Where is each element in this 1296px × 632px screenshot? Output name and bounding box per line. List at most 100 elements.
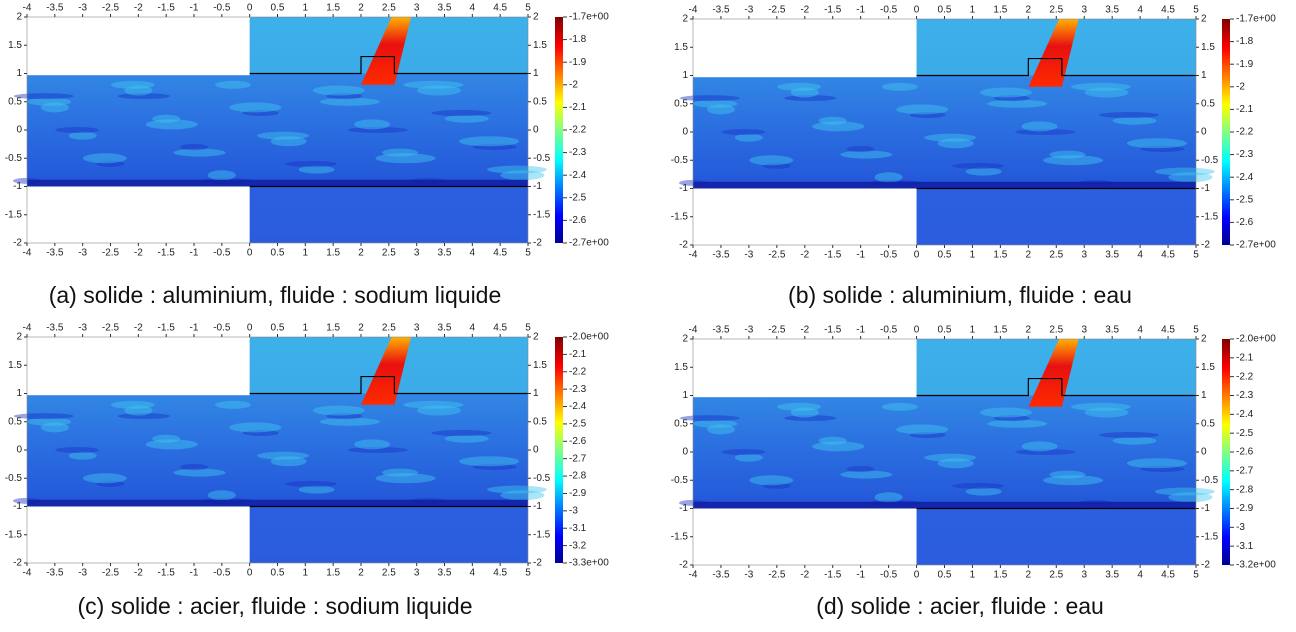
x-tick-label: 4 — [470, 248, 476, 259]
x-tick-label: -3 — [78, 568, 87, 579]
field-blob — [207, 170, 236, 181]
field-blob — [706, 424, 735, 435]
x-tick-label: -3 — [744, 325, 753, 336]
x-tick-label: -0.5 — [880, 250, 898, 261]
colorbar-tick-label: -3.1 — [1236, 541, 1254, 552]
y-tick-label: 0.5 — [8, 416, 22, 427]
x-tick-label: 2.5 — [1049, 325, 1063, 336]
field-blob — [881, 82, 918, 91]
field-blob — [679, 95, 740, 102]
y-tick-label: 1 — [533, 388, 539, 399]
x-tick-label: -1.5 — [824, 325, 842, 336]
field-blob — [381, 148, 418, 157]
x-tick-label: 1.5 — [326, 248, 340, 259]
y-tick-label: 1.5 — [8, 40, 22, 51]
field-blob — [924, 453, 977, 462]
y-tick-label: -0.5 — [671, 155, 689, 166]
beam — [1028, 339, 1079, 407]
field-blob — [152, 114, 181, 123]
field-blob — [500, 170, 545, 181]
x-tick-label: 3.5 — [438, 3, 452, 14]
x-tick-label: 1.5 — [993, 325, 1007, 336]
field-blob — [784, 95, 837, 102]
field-blob — [229, 422, 282, 433]
y-tick-label: -1.5 — [5, 209, 23, 220]
colorbar-tick-label: -2.5 — [569, 419, 587, 430]
y-tick-label: -1.5 — [5, 529, 23, 540]
field-blob — [1043, 475, 1104, 486]
colorbar-tick-label: -2.7 — [569, 453, 587, 464]
x-tick-label: 2.5 — [1049, 250, 1063, 261]
field-blob — [27, 97, 72, 106]
y-tick-label: -0.5 — [5, 153, 23, 164]
lower-region — [916, 188, 1196, 245]
field-blob — [173, 148, 226, 157]
x-tick-label: 0 — [247, 568, 253, 579]
field-blob — [298, 165, 335, 174]
colorbar-tick-label: -2.6 — [1236, 447, 1254, 458]
field-blob — [214, 80, 251, 89]
field-blob — [924, 133, 977, 142]
x-tick-label: 2.5 — [382, 248, 396, 259]
field-blob — [82, 153, 127, 164]
y-tick-label: -2 — [533, 558, 542, 569]
y-tick-label: 2 — [682, 334, 688, 345]
field-blob — [381, 468, 418, 477]
x-tick-label: 3.5 — [1105, 5, 1119, 16]
field-blob — [1154, 167, 1215, 176]
x-tick-label: -0.5 — [880, 5, 898, 16]
y-tick-label: 0.5 — [674, 98, 688, 109]
x-tick-label: 4.5 — [1161, 5, 1175, 16]
x-tick-label: 3 — [1081, 325, 1087, 336]
y-tick-label: 1.5 — [1201, 362, 1215, 373]
field-blob — [486, 165, 547, 174]
x-tick-label: 2 — [358, 3, 364, 14]
x-tick-label: 0.5 — [271, 568, 285, 579]
caption: (b) solide : aluminium, fluide : eau — [788, 282, 1132, 308]
field-blob — [13, 93, 74, 100]
interface-band — [693, 181, 1196, 189]
colorbar-tick-label: -2.1 — [1236, 352, 1254, 363]
field-blob — [319, 417, 380, 426]
x-tick-label: -3.5 — [712, 5, 730, 16]
x-tick-label: -2 — [134, 3, 143, 14]
x-tick-label: -0.5 — [213, 3, 231, 14]
x-tick-label: -3.5 — [46, 248, 64, 259]
field-blob — [242, 110, 279, 117]
field-blob — [846, 145, 875, 152]
colorbar-tick-label: -2.7e+00 — [569, 238, 609, 249]
y-tick-label: -0.5 — [1201, 155, 1219, 166]
y-tick-label: 1.5 — [8, 360, 22, 371]
y-tick-label: 2 — [1201, 334, 1207, 345]
x-tick-label: -4 — [689, 250, 698, 261]
outline — [249, 375, 528, 395]
colorbar-tick-label: -2.3 — [569, 147, 587, 158]
y-tick-label: 1 — [682, 390, 688, 401]
outline — [916, 57, 1196, 77]
y-tick-label: 1.5 — [674, 42, 688, 53]
field-blob — [987, 419, 1048, 428]
field-blob — [110, 400, 155, 409]
colorbar-tick-label: -2.7e+00 — [1236, 240, 1276, 251]
y-tick-label: 0 — [1201, 447, 1207, 458]
colorbar-tick-label: -2.0e+00 — [1236, 334, 1276, 345]
y-tick-label: -2 — [533, 238, 542, 249]
colorbar — [1222, 19, 1230, 245]
x-tick-label: 5 — [525, 248, 531, 259]
x-tick-label: 1.5 — [993, 250, 1007, 261]
field-blob — [1021, 441, 1058, 452]
colorbar-tick-label: -1.8 — [569, 34, 587, 45]
field-blob — [55, 447, 100, 453]
y-tick-label: -2 — [679, 240, 688, 251]
x-tick-label: 2 — [358, 568, 364, 579]
x-tick-label: -1.5 — [158, 323, 176, 334]
y-tick-label: -2 — [13, 238, 22, 249]
y-tick-label: -2 — [1201, 560, 1210, 571]
x-tick-label: 0 — [247, 248, 253, 259]
x-tick-label: 0.5 — [938, 325, 952, 336]
colorbar-tick-label: -3.2e+00 — [1236, 560, 1276, 571]
x-tick-label: 3 — [414, 568, 420, 579]
x-tick-label: 4 — [1137, 570, 1143, 581]
y-tick-label: -1 — [13, 501, 22, 512]
colorbar-tick-label: -2.4 — [1236, 409, 1254, 420]
